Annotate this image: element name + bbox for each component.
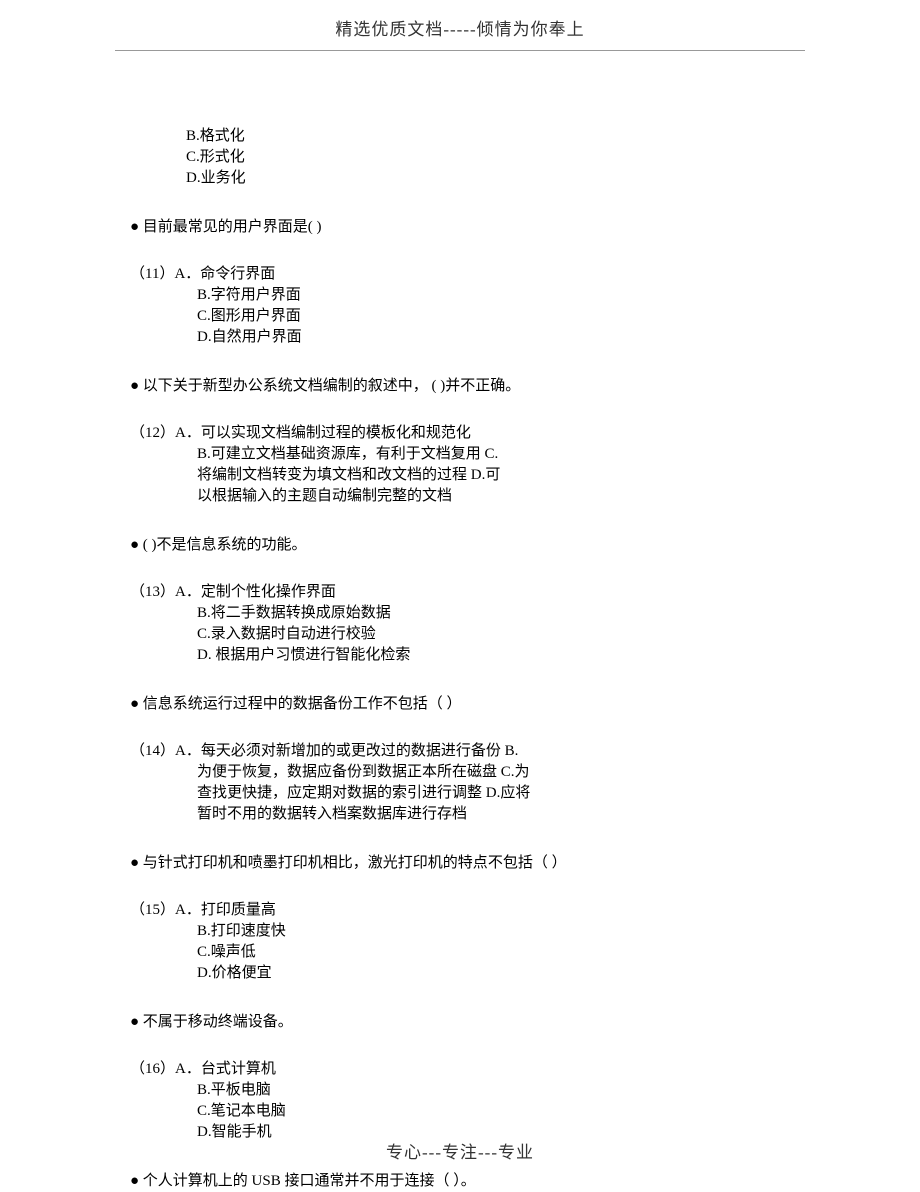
answer-16: （16）A．台式计算机 B.平板电脑 C.笔记本电脑 D.智能手机: [130, 1059, 790, 1143]
answer-12-line3: 将编制文档转变为填文档和改文档的过程 D.可: [197, 465, 790, 486]
answer-14: （14）A．每天必须对新增加的或更改过的数据进行备份 B. 为便于恢复，数据应备…: [130, 741, 790, 825]
answer-15-a: （15）A．打印质量高: [130, 900, 790, 921]
footer-text: 专心---专注---专业: [386, 1143, 534, 1162]
answer-14-text1: 每天必须对新增加的或更改过的数据进行备份 B.: [201, 743, 519, 759]
option-d: D.业务化: [186, 168, 790, 189]
answer-12: （12）A．可以实现文档编制过程的模板化和规范化 B.可建立文档基础资源库，有利…: [130, 423, 790, 507]
question-11: ● 目前最常见的用户界面是( ): [130, 217, 790, 238]
answer-11-a-text: 命令行界面: [200, 266, 275, 282]
answer-11-a: （11）A．命令行界面: [130, 264, 790, 285]
question-14: ● 信息系统运行过程中的数据备份工作不包括（ ）: [130, 694, 790, 715]
document-content: B.格式化 C.形式化 D.业务化 ● 目前最常见的用户界面是( ) （11）A…: [0, 51, 920, 1192]
answer-16-a: （16）A．台式计算机: [130, 1059, 790, 1080]
answer-14-line3: 查找更快捷，应定期对数据的索引进行调整 D.应将: [197, 783, 790, 804]
answer-11-c: C.图形用户界面: [197, 306, 790, 327]
answer-13-d: D. 根据用户习惯进行智能化检索: [197, 645, 790, 666]
answer-12-line1: （12）A．可以实现文档编制过程的模板化和规范化: [130, 423, 790, 444]
answer-number-13: （13）A．: [130, 584, 201, 600]
answer-15-d: D.价格便宜: [197, 963, 790, 984]
answer-13-a: （13）A．定制个性化操作界面: [130, 582, 790, 603]
answer-13: （13）A．定制个性化操作界面 B.将二手数据转换成原始数据 C.录入数据时自动…: [130, 582, 790, 666]
answer-11: （11）A．命令行界面 B.字符用户界面 C.图形用户界面 D.自然用户界面: [130, 264, 790, 348]
answer-number-11: （11）A．: [130, 266, 200, 282]
answer-14-line2: 为便于恢复，数据应备份到数据正本所在磁盘 C.为: [197, 762, 790, 783]
answer-14-line1: （14）A．每天必须对新增加的或更改过的数据进行备份 B.: [130, 741, 790, 762]
answer-12-text1: 可以实现文档编制过程的模板化和规范化: [201, 425, 471, 441]
answer-number-12: （12）A．: [130, 425, 201, 441]
answer-15-a-text: 打印质量高: [201, 902, 276, 918]
question-16: ● 不属于移动终端设备。: [130, 1012, 790, 1033]
answer-15-b: B.打印速度快: [197, 921, 790, 942]
answer-12-line2: B.可建立文档基础资源库，有利于文档复用 C.: [197, 444, 790, 465]
answer-16-a-text: 台式计算机: [201, 1061, 276, 1077]
page-footer: 专心---专注---专业: [0, 1138, 920, 1163]
answer-11-b: B.字符用户界面: [197, 285, 790, 306]
header-text: 精选优质文档-----倾情为你奉上: [335, 20, 584, 39]
question-13: ● ( )不是信息系统的功能。: [130, 535, 790, 556]
answer-number-16: （16）A．: [130, 1061, 201, 1077]
answer-16-b: B.平板电脑: [197, 1080, 790, 1101]
answer-13-c: C.录入数据时自动进行校验: [197, 624, 790, 645]
answer-16-c: C.笔记本电脑: [197, 1101, 790, 1122]
answer-number-15: （15）A．: [130, 902, 201, 918]
question-17: ● 个人计算机上的 USB 接口通常并不用于连接（ ）。: [130, 1171, 790, 1192]
page-header: 精选优质文档-----倾情为你奉上: [0, 0, 920, 40]
question-12: ● 以下关于新型办公系统文档编制的叙述中， ( )并不正确。: [130, 376, 790, 397]
answer-number-14: （14）A．: [130, 743, 201, 759]
option-b: B.格式化: [186, 126, 790, 147]
answer-14-line4: 暂时不用的数据转入档案数据库进行存档: [197, 804, 790, 825]
answer-15: （15）A．打印质量高 B.打印速度快 C.噪声低 D.价格便宜: [130, 900, 790, 984]
answer-13-a-text: 定制个性化操作界面: [201, 584, 336, 600]
answer-11-d: D.自然用户界面: [197, 327, 790, 348]
option-c: C.形式化: [186, 147, 790, 168]
orphan-options: B.格式化 C.形式化 D.业务化: [186, 126, 790, 189]
answer-13-b: B.将二手数据转换成原始数据: [197, 603, 790, 624]
answer-12-line4: 以根据输入的主题自动编制完整的文档: [197, 486, 790, 507]
answer-15-c: C.噪声低: [197, 942, 790, 963]
question-15: ● 与针式打印机和喷墨打印机相比，激光打印机的特点不包括（ ）: [130, 853, 790, 874]
